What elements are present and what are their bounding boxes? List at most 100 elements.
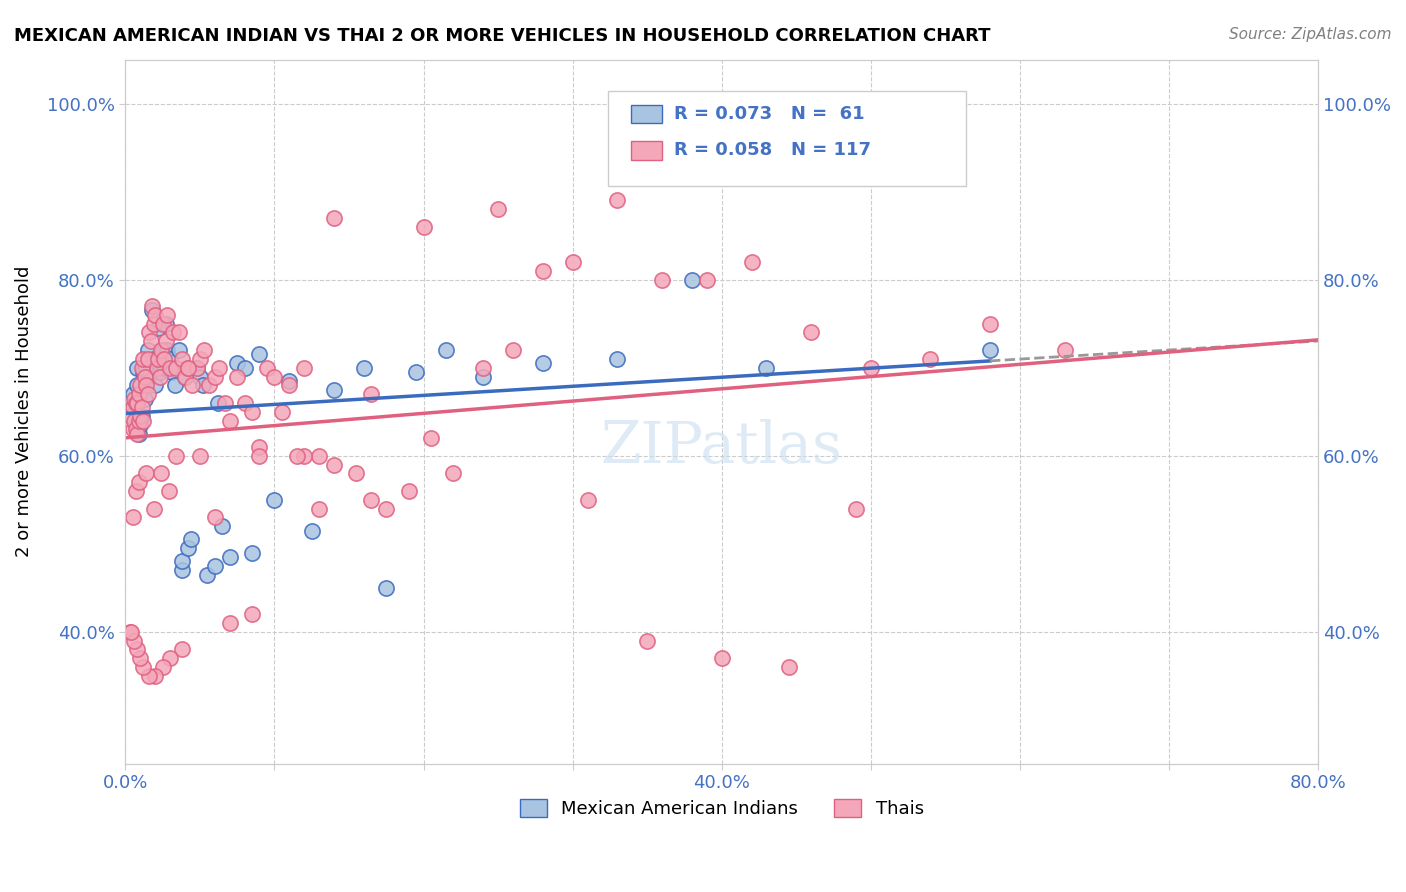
Point — [143, 669, 166, 683]
Point — [138, 669, 160, 683]
Point — [134, 369, 156, 384]
Point — [741, 255, 763, 269]
Point — [142, 317, 165, 331]
Point — [778, 660, 800, 674]
Point — [177, 360, 200, 375]
Point — [159, 651, 181, 665]
Point — [696, 273, 718, 287]
Point — [191, 378, 214, 392]
Point — [141, 303, 163, 318]
Point — [226, 369, 249, 384]
Point — [152, 317, 174, 331]
Point — [979, 343, 1001, 357]
Point — [576, 492, 599, 507]
Point — [193, 343, 215, 357]
Point — [131, 409, 153, 423]
Point — [120, 409, 142, 423]
Text: Source: ZipAtlas.com: Source: ZipAtlas.com — [1229, 27, 1392, 42]
Point — [256, 360, 278, 375]
Point — [681, 273, 703, 287]
Text: R = 0.058   N = 117: R = 0.058 N = 117 — [673, 142, 870, 160]
Point — [142, 351, 165, 366]
Point — [531, 264, 554, 278]
Point — [214, 396, 236, 410]
Point — [129, 387, 152, 401]
Point — [139, 334, 162, 349]
Point — [121, 387, 143, 401]
Point — [127, 642, 149, 657]
Point — [127, 426, 149, 441]
Point — [150, 467, 173, 481]
Point — [800, 326, 823, 340]
Point — [323, 211, 346, 225]
Point — [153, 360, 176, 375]
Point — [143, 378, 166, 392]
Point — [240, 545, 263, 559]
Point — [163, 378, 186, 392]
Point — [270, 405, 292, 419]
Point — [156, 308, 179, 322]
Point — [152, 343, 174, 357]
Point — [561, 255, 583, 269]
Point — [141, 299, 163, 313]
Point — [129, 409, 152, 423]
Point — [360, 492, 382, 507]
Point — [156, 343, 179, 357]
Point — [472, 369, 495, 384]
Point — [135, 360, 157, 375]
Point — [121, 510, 143, 524]
Point — [131, 401, 153, 415]
Point — [177, 541, 200, 556]
Point — [218, 549, 240, 564]
Point — [149, 369, 172, 384]
Point — [263, 492, 285, 507]
Point — [181, 378, 204, 392]
Point — [353, 360, 375, 375]
Point — [125, 483, 148, 498]
Legend: Mexican American Indians, Thais: Mexican American Indians, Thais — [512, 791, 931, 825]
Point — [360, 387, 382, 401]
Point — [218, 615, 240, 630]
Point — [146, 356, 169, 370]
Point — [170, 563, 193, 577]
Point — [174, 369, 197, 384]
Point — [125, 422, 148, 436]
Point — [170, 642, 193, 657]
Point — [186, 360, 208, 375]
Point — [344, 467, 367, 481]
Point — [636, 633, 658, 648]
Point — [132, 351, 155, 366]
Point — [135, 467, 157, 481]
Point — [301, 524, 323, 538]
Point — [180, 533, 202, 547]
Point — [129, 378, 152, 392]
Point — [149, 365, 172, 379]
Point — [755, 360, 778, 375]
Point — [132, 413, 155, 427]
Point — [198, 378, 221, 392]
Point — [145, 360, 167, 375]
Y-axis label: 2 or more Vehicles in Household: 2 or more Vehicles in Household — [15, 266, 32, 558]
Point — [204, 558, 226, 573]
Point — [441, 467, 464, 481]
Point — [155, 334, 177, 349]
Point — [285, 449, 308, 463]
Point — [132, 660, 155, 674]
Point — [121, 401, 143, 415]
Point — [159, 360, 181, 375]
Point — [233, 396, 256, 410]
Point — [128, 387, 150, 401]
Point — [136, 351, 159, 366]
Text: MEXICAN AMERICAN INDIAN VS THAI 2 OR MORE VEHICLES IN HOUSEHOLD CORRELATION CHAR: MEXICAN AMERICAN INDIAN VS THAI 2 OR MOR… — [14, 27, 991, 45]
Point — [292, 449, 315, 463]
Point — [165, 360, 187, 375]
Point — [859, 360, 882, 375]
Point — [1053, 343, 1076, 357]
Point — [188, 449, 211, 463]
Point — [188, 351, 211, 366]
Point — [125, 396, 148, 410]
Point — [218, 413, 240, 427]
Point — [412, 219, 434, 234]
Point — [132, 365, 155, 379]
Point — [420, 431, 443, 445]
